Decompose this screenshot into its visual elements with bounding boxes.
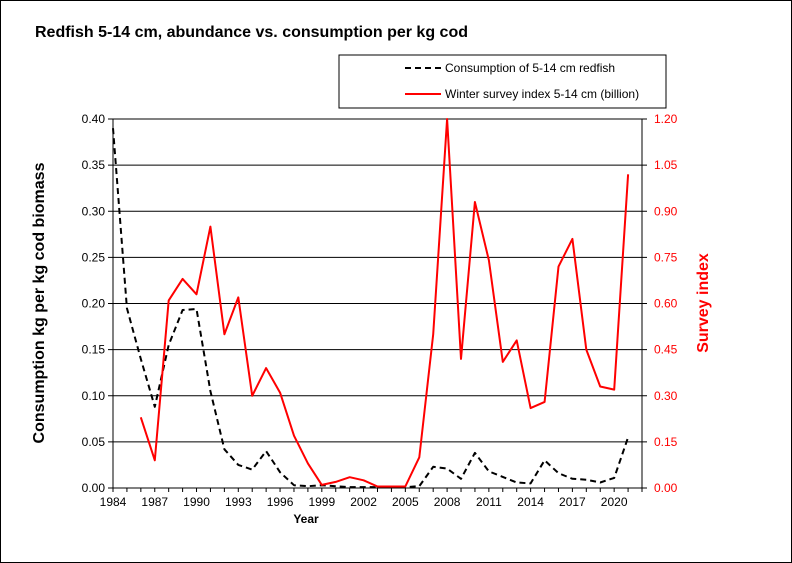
x-tick-label: 2014 [517, 495, 544, 509]
x-tick-label: 1999 [308, 495, 335, 509]
x-tick-label: 1990 [183, 495, 210, 509]
y2-tick-label: 0.60 [654, 297, 678, 311]
y-tick-label: 0.20 [82, 297, 106, 311]
x-tick-label: 1996 [267, 495, 294, 509]
y2-tick-label: 1.05 [654, 158, 678, 172]
y-tick-label: 0.25 [82, 250, 106, 264]
x-axis-label: Year [293, 512, 319, 526]
x-tick-label: 2002 [350, 495, 377, 509]
x-tick-label: 2008 [434, 495, 461, 509]
y-tick-label: 0.35 [82, 158, 106, 172]
y2-tick-label: 0.45 [654, 343, 678, 357]
series-layer [112, 118, 630, 489]
y2-tick-label: 1.20 [654, 112, 678, 126]
y2-tick-label: 0.15 [654, 435, 678, 449]
x-tick-label: 1993 [225, 495, 252, 509]
y-tick-label: 0.40 [82, 112, 106, 126]
legend-box [338, 54, 667, 109]
y2-tick-label: 0.00 [654, 481, 678, 495]
y2-tick-label: 0.90 [654, 204, 678, 218]
y-tick-label: 0.30 [82, 204, 106, 218]
x-tick-label: 2020 [601, 495, 628, 509]
series-line-consumption [112, 128, 630, 489]
y-axis-label: Consumption kg per kg cod biomass [31, 162, 48, 443]
left-axis-ticks: 0.00 0.05 0.10 0.15 0.20 0.25 0.30 0.35 0.40 [82, 112, 113, 495]
x-axis-ticks: 1984 1987 1990 1993 1996 1999 2002 2005 2008 2011… [100, 488, 643, 509]
legend-label-consumption: Consumption of 5-14 cm redfish [445, 61, 615, 75]
y-tick-label: 0.05 [82, 435, 106, 449]
y-tick-label: 0.10 [82, 389, 106, 403]
chart-title: Redfish 5-14 cm, abundance vs. consumpti… [35, 24, 468, 41]
y-tick-label: 0.15 [82, 343, 106, 357]
legend-label-survey: Winter survey index 5-14 cm (billion) [445, 87, 639, 101]
right-axis-ticks: 0.00 0.15 0.30 0.45 0.60 0.75 0.90 1.05 1.20 [642, 112, 678, 495]
y2-axis-label: Survey index [695, 253, 712, 353]
x-tick-label: 2005 [392, 495, 419, 509]
y-tick-label: 0.00 [82, 481, 106, 495]
y2-tick-label: 0.75 [654, 250, 678, 264]
x-tick-label: 1987 [141, 495, 168, 509]
x-tick-label: 1984 [100, 495, 127, 509]
x-tick-label: 2011 [476, 495, 502, 509]
x-tick-label: 2017 [559, 495, 586, 509]
legend: Consumption of 5-14 cm redfish Winter su… [338, 54, 667, 109]
gridlines [113, 118, 642, 443]
y2-tick-label: 0.30 [654, 389, 678, 403]
series-line-survey-index [139, 118, 630, 488]
